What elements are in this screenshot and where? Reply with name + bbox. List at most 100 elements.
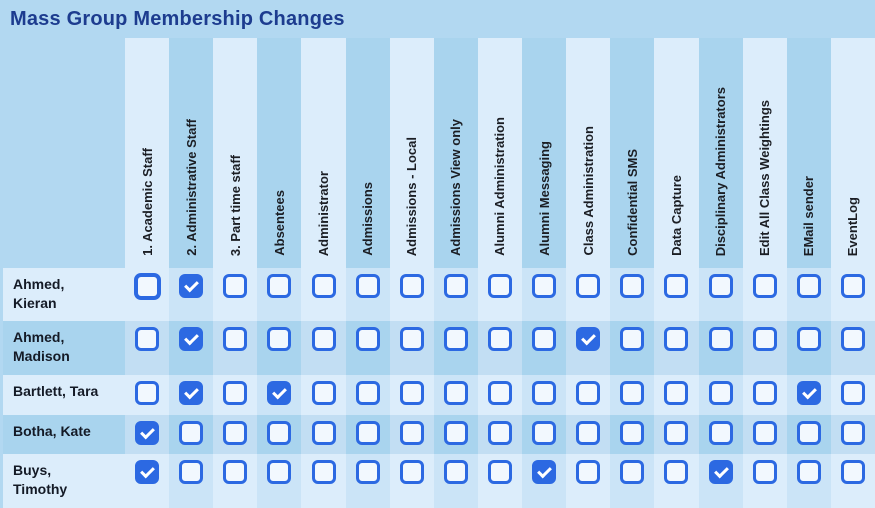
membership-checkbox[interactable] — [752, 460, 777, 484]
membership-checkbox[interactable] — [135, 381, 160, 405]
membership-cell — [830, 268, 875, 321]
membership-cell — [610, 268, 655, 321]
membership-checkbox[interactable] — [840, 460, 865, 484]
membership-checkbox[interactable] — [399, 460, 424, 484]
membership-checkbox-checked[interactable] — [532, 460, 557, 484]
membership-checkbox[interactable] — [752, 327, 777, 351]
membership-checkbox-checked[interactable] — [796, 381, 821, 405]
membership-checkbox[interactable] — [576, 274, 601, 298]
membership-checkbox[interactable] — [311, 381, 336, 405]
membership-cell — [522, 454, 567, 508]
membership-checkbox[interactable] — [399, 421, 424, 445]
membership-cell — [786, 415, 831, 454]
membership-checkbox[interactable] — [620, 274, 645, 298]
membership-checkbox[interactable] — [223, 421, 248, 445]
membership-checkbox[interactable] — [355, 327, 380, 351]
membership-checkbox[interactable] — [796, 274, 821, 298]
membership-checkbox-checked[interactable] — [179, 381, 204, 405]
membership-checkbox[interactable] — [267, 460, 292, 484]
membership-checkbox[interactable] — [532, 381, 557, 405]
membership-checkbox[interactable] — [620, 460, 645, 484]
membership-checkbox[interactable] — [443, 421, 468, 445]
membership-checkbox[interactable] — [708, 381, 733, 405]
membership-checkbox-checked[interactable] — [576, 327, 601, 351]
member-name-line: Timothy — [13, 481, 68, 497]
membership-checkbox[interactable] — [311, 274, 336, 298]
membership-checkbox[interactable] — [576, 381, 601, 405]
membership-checkbox[interactable] — [355, 381, 380, 405]
membership-checkbox[interactable] — [443, 381, 468, 405]
membership-checkbox[interactable] — [796, 327, 821, 351]
membership-checkbox-checked[interactable] — [179, 327, 204, 351]
membership-checkbox[interactable] — [311, 460, 336, 484]
membership-checkbox[interactable] — [532, 421, 557, 445]
membership-cell — [433, 321, 478, 375]
membership-checkbox[interactable] — [487, 327, 512, 351]
membership-checkbox[interactable] — [355, 274, 380, 298]
membership-checkbox[interactable] — [708, 274, 733, 298]
membership-checkbox[interactable] — [487, 274, 512, 298]
membership-checkbox[interactable] — [752, 381, 777, 405]
membership-checkbox[interactable] — [796, 460, 821, 484]
membership-checkbox[interactable] — [796, 421, 821, 445]
membership-checkbox[interactable] — [223, 327, 248, 351]
membership-checkbox[interactable] — [576, 421, 601, 445]
membership-checkbox[interactable] — [355, 460, 380, 484]
membership-checkbox[interactable] — [752, 421, 777, 445]
membership-checkbox[interactable] — [223, 460, 248, 484]
membership-checkbox[interactable] — [708, 421, 733, 445]
membership-checkbox[interactable] — [752, 274, 777, 298]
membership-checkbox[interactable] — [267, 327, 292, 351]
membership-cell — [786, 375, 831, 415]
membership-checkbox[interactable] — [532, 327, 557, 351]
membership-checkbox[interactable] — [487, 381, 512, 405]
membership-checkbox[interactable] — [399, 327, 424, 351]
membership-checkbox[interactable] — [223, 381, 248, 405]
membership-checkbox[interactable] — [620, 327, 645, 351]
membership-checkbox-checked[interactable] — [267, 381, 292, 405]
membership-checkbox[interactable] — [443, 274, 468, 298]
membership-checkbox[interactable] — [664, 274, 689, 298]
membership-checkbox[interactable] — [664, 460, 689, 484]
membership-checkbox-checked[interactable] — [135, 460, 160, 484]
membership-checkbox[interactable] — [267, 421, 292, 445]
membership-checkbox[interactable] — [708, 327, 733, 351]
membership-checkbox[interactable] — [399, 274, 424, 298]
membership-checkbox[interactable] — [443, 327, 468, 351]
membership-checkbox[interactable] — [267, 274, 292, 298]
membership-checkbox[interactable] — [311, 327, 336, 351]
membership-checkbox[interactable] — [487, 421, 512, 445]
membership-checkbox[interactable] — [311, 421, 336, 445]
membership-checkbox-checked[interactable] — [135, 421, 160, 445]
membership-checkbox[interactable] — [840, 381, 865, 405]
membership-checkbox[interactable] — [620, 421, 645, 445]
member-name: Ahmed, Madison — [0, 321, 125, 375]
membership-checkbox[interactable] — [620, 381, 645, 405]
membership-cell — [257, 268, 302, 321]
membership-cell — [433, 454, 478, 508]
membership-checkbox[interactable] — [179, 460, 204, 484]
membership-checkbox[interactable] — [399, 381, 424, 405]
membership-cell — [257, 321, 302, 375]
membership-checkbox-checked[interactable] — [179, 274, 204, 298]
membership-checkbox[interactable] — [223, 274, 248, 298]
membership-checkbox[interactable] — [664, 421, 689, 445]
page-title: Mass Group Membership Changes — [10, 7, 345, 30]
membership-checkbox[interactable] — [443, 460, 468, 484]
membership-checkbox[interactable] — [664, 381, 689, 405]
membership-checkbox[interactable] — [532, 274, 557, 298]
membership-checkbox[interactable] — [135, 327, 160, 351]
membership-checkbox[interactable] — [355, 421, 380, 445]
membership-cell — [742, 454, 787, 508]
membership-checkbox[interactable] — [840, 327, 865, 351]
membership-checkbox[interactable] — [487, 460, 512, 484]
member-name-line: Buys, — [13, 462, 52, 478]
membership-checkbox[interactable] — [133, 273, 161, 300]
membership-checkbox[interactable] — [576, 460, 601, 484]
column-header-label: 3. Part time staff — [227, 154, 243, 256]
membership-checkbox-checked[interactable] — [708, 460, 733, 484]
membership-checkbox[interactable] — [840, 421, 865, 445]
membership-checkbox[interactable] — [179, 421, 204, 445]
membership-checkbox[interactable] — [840, 274, 865, 298]
membership-checkbox[interactable] — [664, 327, 689, 351]
